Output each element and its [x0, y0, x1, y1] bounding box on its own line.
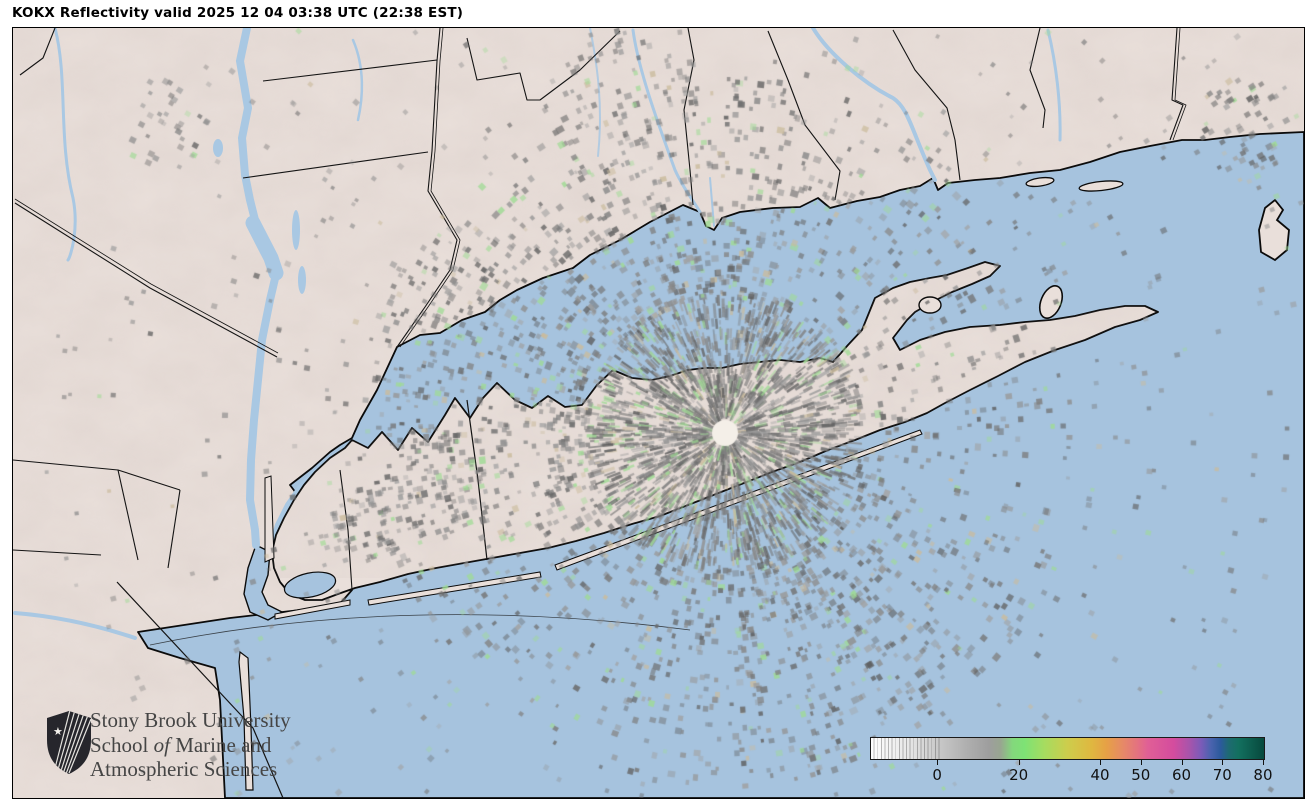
logo-line-1: Stony Brook University — [90, 708, 291, 732]
colorbar-tick — [1140, 760, 1142, 765]
colorbar-tick-label: 0 — [932, 766, 942, 784]
colorbar-tick — [1100, 760, 1102, 765]
colorbar-discrete-stripes — [871, 738, 941, 759]
shield-rays — [53, 711, 91, 774]
colorbar-tick — [1262, 760, 1264, 765]
colorbar-tick-label: 70 — [1212, 766, 1232, 784]
colorbar-tick — [1018, 760, 1020, 765]
colorbar-axis: 0 20 40 50 60 70 80 — [870, 760, 1273, 786]
logo-line-3: Atmospheric Sciences — [90, 757, 278, 781]
reflectivity-colorbar: 0 20 40 50 60 70 80 — [870, 737, 1273, 789]
colorbar-tick — [937, 760, 939, 765]
colorbar-tick-label: 40 — [1090, 766, 1110, 784]
colorbar-gradient — [870, 737, 1265, 760]
shield-star-icon: ★ — [53, 725, 63, 738]
logo-line-2: School of Marine and — [90, 732, 272, 757]
radar-clutter-layer — [13, 28, 1304, 798]
colorbar-tick-label: 20 — [1009, 766, 1029, 784]
colorbar-tick — [1222, 760, 1224, 765]
colorbar-tick — [1181, 760, 1183, 765]
shield-icon: ★ — [47, 711, 91, 774]
page-title: KOKX Reflectivity valid 2025 12 04 03:38… — [12, 5, 464, 21]
logo-text: Stony Brook University School of Marine … — [90, 708, 291, 782]
colorbar-tick-label: 50 — [1131, 766, 1151, 784]
stony-brook-logo: ★ Stony Brook University School of Marin… — [46, 708, 376, 782]
colorbar-tick-label: 60 — [1171, 766, 1192, 784]
radar-map: 0 20 40 50 60 70 80 ★ Stony Brook University S… — [12, 27, 1305, 799]
colorbar-tick-label: 80 — [1253, 766, 1273, 784]
